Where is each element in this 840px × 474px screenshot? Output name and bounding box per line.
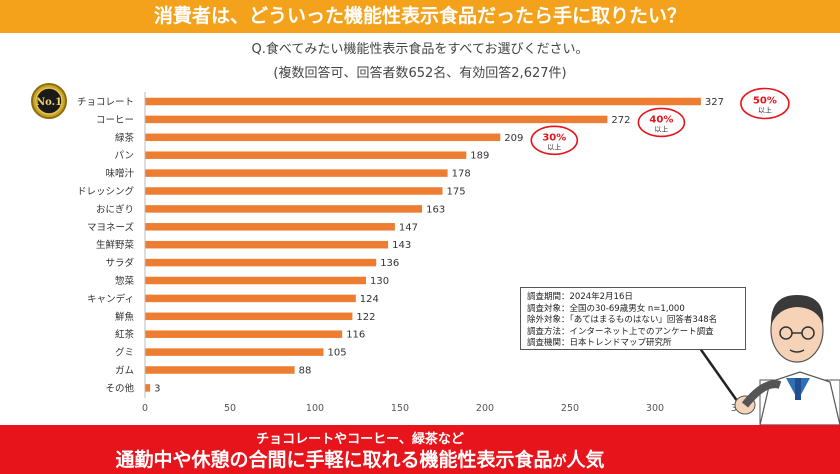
bar-chart: No.1 チョコレートコーヒー緑茶パン味噌汁ドレッシングおにぎりマヨネーズ生鮮野…	[31, 83, 840, 425]
category-label: 生鮮野菜	[96, 239, 135, 251]
value-label: 136	[380, 258, 399, 269]
value-label: 88	[299, 366, 312, 377]
footer-line2-main: 通勤中や休憩の合間に手軽に取れる機能性表示食品	[115, 449, 553, 471]
footer-line1: チョコレートやコーヒー、緑茶など	[256, 432, 464, 447]
doctor-illustration-icon	[675, 295, 840, 425]
category-label: ガム	[115, 366, 134, 377]
bar	[145, 240, 389, 249]
annotation-sub: 以上	[547, 142, 561, 151]
percent-annotation: 40%以上	[637, 107, 686, 138]
value-label: 124	[360, 294, 379, 305]
bar	[145, 97, 701, 106]
bar	[145, 312, 353, 321]
page-title: 消費者は、どういった機能性表示食品だったら手に取りたい？	[0, 0, 840, 33]
x-tick-label: 0	[142, 403, 148, 414]
bar	[145, 151, 467, 159]
category-label: 味噌汁	[105, 168, 134, 180]
survey-info-box: 調査期間：2024年2月16日 調査対象：全国の30-69歳男女 n=1,000…	[520, 287, 746, 350]
medal-rank-text: No.1	[36, 97, 62, 108]
bar	[145, 348, 324, 356]
annotation-ellipse	[637, 107, 686, 138]
x-tick-label: 300	[646, 403, 664, 414]
value-label: 178	[452, 169, 471, 180]
survey-period: 調査期間：2024年2月16日	[527, 292, 633, 302]
annotation-ellipse	[530, 125, 579, 156]
percent-annotation: 50%以上	[740, 87, 790, 120]
x-tick-label: 200	[476, 403, 494, 414]
value-label: 3	[154, 383, 160, 394]
bar	[145, 276, 366, 285]
question-subtext: (複数回答可、回答者数652名、有効回答2,627件)	[273, 66, 567, 81]
percent-annotation: 30%以上	[530, 125, 579, 156]
category-label: キャンディ	[87, 293, 134, 305]
footer-line2-small: が	[552, 454, 567, 470]
x-tick-label: 100	[306, 403, 324, 414]
footer-line2: 通勤中や休憩の合間に手軽に取れる機能性表示食品が人気	[0, 445, 720, 472]
x-tick-label: 50	[224, 403, 236, 414]
category-label: 惣菜	[115, 275, 135, 287]
annotation-sub: 以上	[654, 124, 668, 133]
value-label: 147	[399, 222, 418, 233]
bar	[145, 258, 377, 267]
bar	[145, 366, 295, 374]
bar	[145, 169, 448, 177]
bar	[145, 384, 151, 392]
bar	[145, 187, 443, 195]
bar	[145, 294, 356, 303]
x-tick-label: 150	[391, 403, 409, 414]
category-label: マヨネーズ	[87, 221, 135, 233]
bar	[145, 133, 501, 142]
category-label: グミ	[115, 347, 134, 359]
bar	[145, 330, 343, 338]
x-tick-label: 250	[561, 403, 579, 414]
value-label: 272	[611, 115, 630, 126]
survey-target: 調査対象：全国の30-69歳男女 n=1,000	[527, 303, 685, 314]
bar	[145, 205, 423, 213]
survey-excluded: 除外対象：「あてはまるものはない」回答者348名	[527, 315, 718, 325]
category-label: コーヒー	[96, 115, 134, 126]
annotation-pct: 50%	[753, 96, 777, 107]
value-label: 116	[346, 330, 365, 341]
value-label: 327	[705, 97, 724, 108]
value-label: 209	[504, 133, 523, 144]
annotation-pct: 30%	[542, 132, 566, 143]
value-label: 143	[392, 240, 411, 251]
gold-medal-icon: No.1	[31, 83, 67, 119]
category-label: ドレッシング	[77, 186, 135, 198]
value-label: 130	[370, 276, 389, 287]
category-label: 紅茶	[115, 329, 135, 341]
question-text: Q.食べてみたい機能性表示食品をすべてお選びください。	[251, 42, 589, 57]
bar	[145, 223, 395, 231]
survey-org: 調査機関：日本トレンドマップ研究所	[527, 338, 672, 348]
value-label: 189	[470, 151, 489, 162]
value-label: 163	[426, 204, 445, 215]
survey-method: 調査方法：インターネット上でのアンケート調査	[527, 326, 714, 337]
value-label: 122	[356, 312, 375, 323]
footer-banner: チョコレートやコーヒー、緑茶など 通勤中や休憩の合間に手軽に取れる機能性表示食品…	[0, 425, 840, 474]
annotation-pct: 40%	[649, 114, 673, 125]
category-label: サラダ	[105, 257, 134, 269]
value-label: 175	[447, 187, 466, 198]
category-label: チョコレート	[77, 97, 134, 108]
category-label: 緑茶	[115, 132, 135, 144]
bar	[145, 115, 608, 124]
annotation-ellipse	[740, 87, 790, 120]
category-label: おにぎり	[96, 203, 134, 215]
footer-line2-end: 人気	[566, 449, 605, 471]
category-label: 鮮魚	[115, 311, 135, 323]
value-label: 105	[328, 348, 347, 359]
annotation-sub: 以上	[758, 106, 772, 115]
category-label: その他	[105, 382, 134, 394]
category-label: パン	[115, 151, 134, 162]
